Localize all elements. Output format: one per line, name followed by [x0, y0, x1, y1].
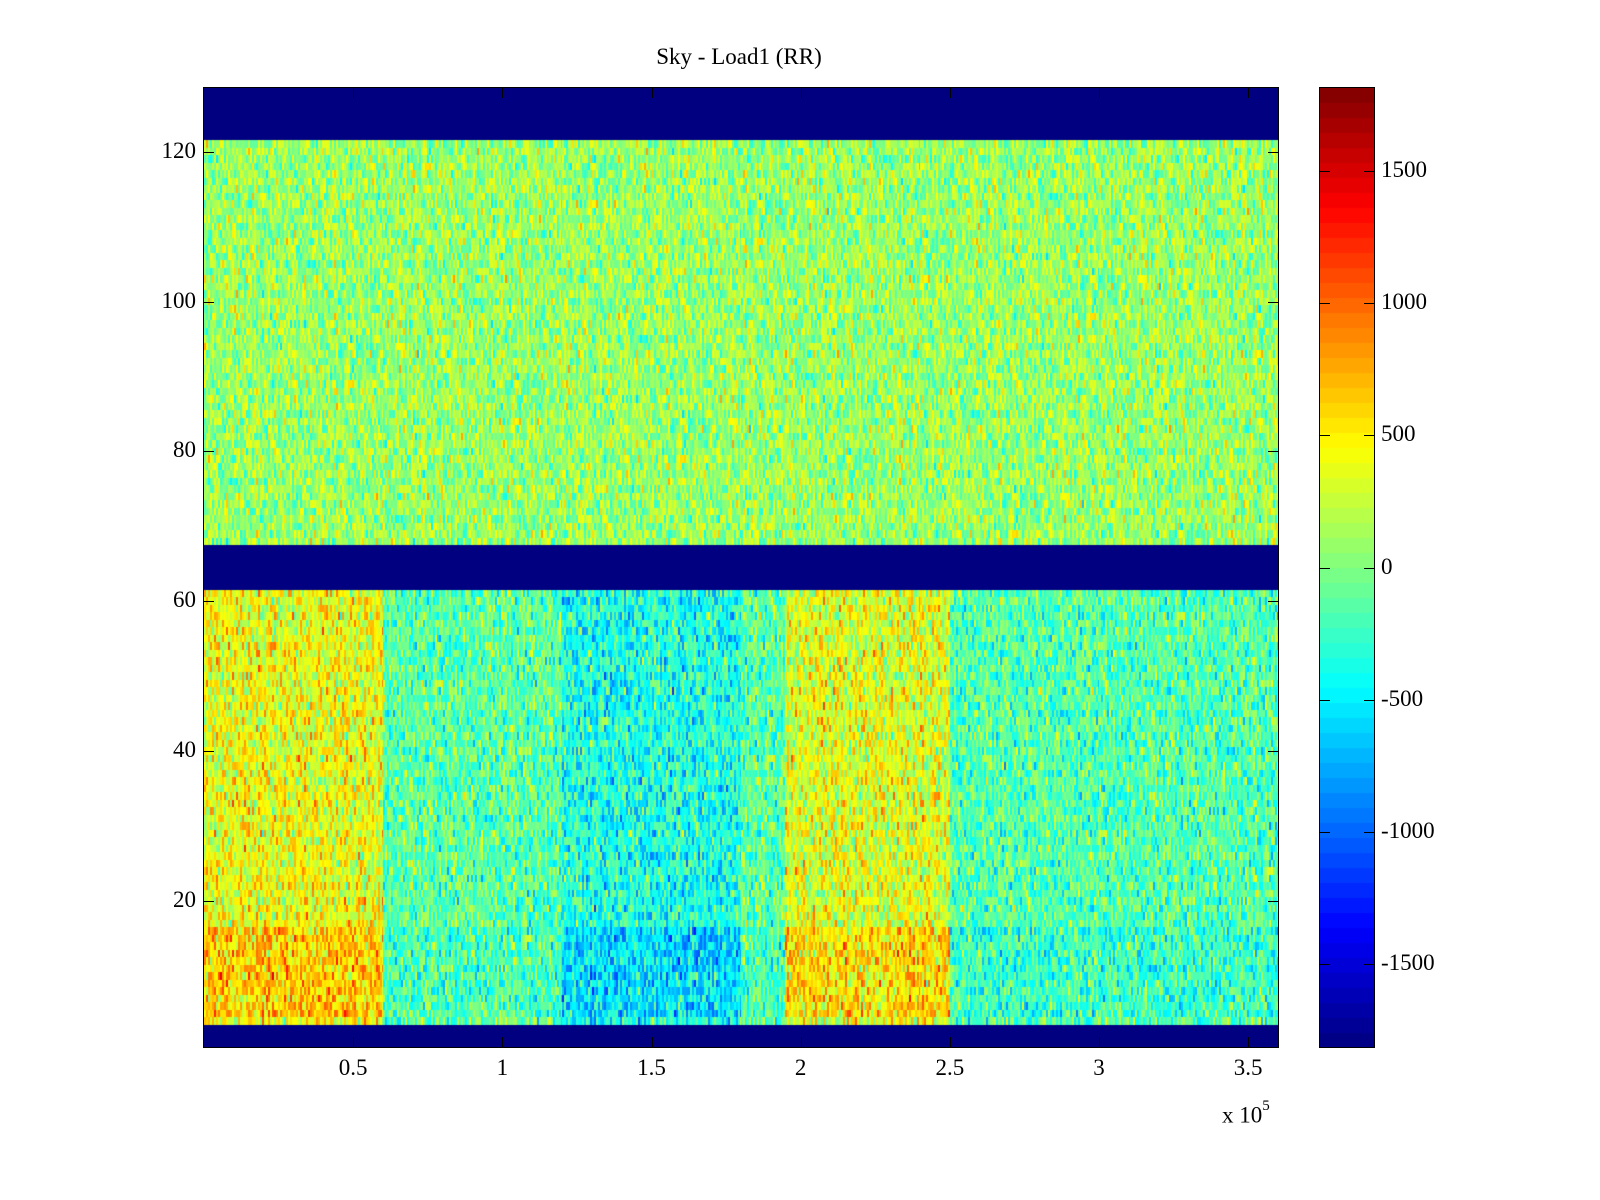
y-tick-mark-right: [1268, 151, 1278, 153]
y-tick-mark-right: [1268, 301, 1278, 303]
y-tick-mark-right: [1268, 900, 1278, 902]
colorbar-tick-mark-left: [1320, 171, 1330, 173]
colorbar-frame: [1319, 87, 1375, 1048]
x-tick-mark-top: [353, 88, 355, 98]
y-tick-mark: [204, 601, 214, 603]
y-tick-mark: [204, 301, 214, 303]
x-tick-label: 1.5: [637, 1055, 666, 1080]
colorbar-tick-label: -1000: [1381, 817, 1435, 843]
axes-frame: [203, 87, 1279, 1048]
colorbar-tick-mark-left: [1320, 831, 1330, 833]
x-tick-label: 0.5: [338, 1055, 368, 1080]
heatmap-plot-area: [204, 88, 1278, 1047]
colorbar-tick-mark: [1364, 303, 1374, 305]
x-tick-mark: [949, 1037, 951, 1047]
colorbar-tick-mark: [1364, 963, 1374, 965]
y-tick-mark-right: [1268, 451, 1278, 453]
colorbar-tick-label: -500: [1381, 685, 1424, 711]
y-tick-mark: [204, 151, 214, 153]
y-tick-mark: [204, 451, 214, 453]
x-multiplier: x 10: [1222, 1102, 1263, 1128]
y-tick-mark-right: [1268, 601, 1278, 603]
colorbar-tick-mark: [1364, 435, 1374, 437]
x-tick-mark: [800, 1037, 802, 1047]
x-tick-mark-top: [1248, 88, 1250, 98]
chart-title: Sky - Load1 (RR): [656, 44, 822, 69]
x-tick-label: 2: [794, 1055, 807, 1080]
x-tick-mark-top: [651, 88, 653, 98]
x-tick-label: 3: [1093, 1055, 1105, 1080]
x-tick-mark-top: [949, 88, 951, 98]
colorbar-tick-mark: [1364, 699, 1374, 701]
x-tick-mark-top: [800, 88, 802, 98]
colorbar-tick-mark-left: [1320, 567, 1330, 569]
colorbar-tick-label: 0: [1381, 553, 1393, 579]
y-tick-mark: [204, 900, 214, 902]
colorbar-tick-mark: [1364, 171, 1374, 173]
y-tick-label: 100: [161, 287, 197, 313]
heatmap-cells: [204, 88, 1278, 1047]
x-tick-label: 2.5: [935, 1055, 965, 1080]
x-tick-mark: [1248, 1037, 1250, 1047]
x-tick-mark: [502, 1037, 504, 1047]
colorbar-tick-mark-left: [1320, 303, 1330, 305]
y-tick-label: 120: [161, 137, 197, 163]
y-tick-mark: [204, 751, 214, 753]
y-tick-label: 20: [173, 886, 196, 912]
x-tick-mark-top: [502, 88, 504, 98]
colorbar-tick-mark-left: [1320, 435, 1330, 437]
colorbar-tick-mark: [1364, 831, 1374, 833]
colorbar-tick-mark-left: [1320, 699, 1330, 701]
y-tick-label: 60: [173, 587, 196, 613]
x-tick-label: 1: [496, 1055, 509, 1080]
x-tick-mark: [651, 1037, 653, 1047]
colorbar-tick-label: 1500: [1381, 157, 1427, 183]
x-tick-mark: [1099, 1037, 1100, 1047]
colorbar-tick-mark-left: [1320, 963, 1330, 965]
y-tick-mark-right: [1268, 751, 1278, 753]
x-tick-mark: [353, 1037, 355, 1047]
x-tick-label: 3.5: [1233, 1055, 1263, 1080]
colorbar-tick-label: -1500: [1381, 949, 1435, 975]
colorbar-tick-mark: [1364, 567, 1374, 569]
y-tick-label: 80: [173, 437, 196, 463]
x-exponent-label: x 105: [1222, 1098, 1270, 1129]
y-tick-label: 40: [173, 737, 196, 763]
colorbar-tick-label: 500: [1381, 421, 1416, 447]
x-exponent: 5: [1262, 1098, 1270, 1114]
colorbar-tick-label: 1000: [1381, 289, 1427, 315]
x-tick-mark-top: [1099, 88, 1100, 98]
